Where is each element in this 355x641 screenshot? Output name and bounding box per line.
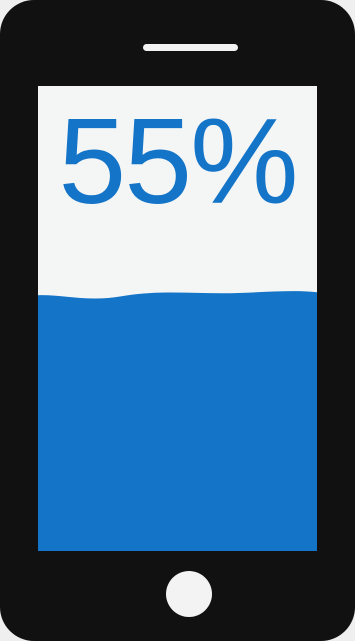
fill-level-wave [38, 291, 317, 551]
phone-screen: 55% [38, 86, 317, 551]
phone-top-bezel [0, 0, 355, 86]
fill-area [38, 291, 317, 551]
fill-percentage-text: 55% [58, 93, 298, 229]
speaker-slot-icon [143, 44, 238, 51]
home-button-icon [166, 571, 212, 617]
